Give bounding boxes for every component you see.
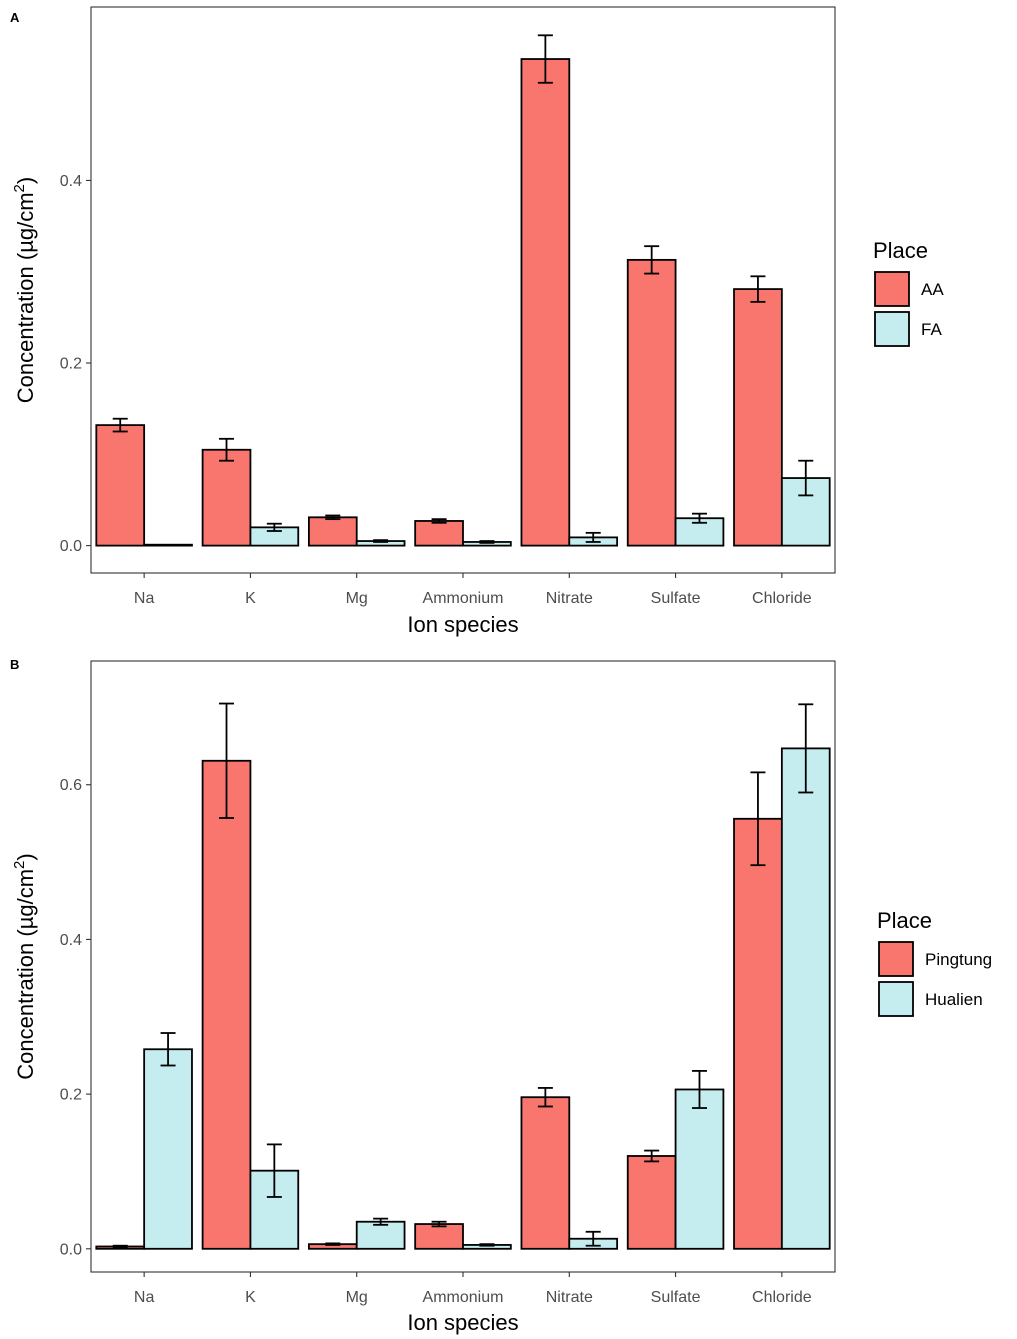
y-tick-label: 0.4	[60, 173, 82, 190]
legend-title: Place	[873, 238, 928, 263]
panel-a: A 0.0 0.2 0.4 Na K Mg Ammonium Nitrate Sulfate Chl…	[10, 6, 944, 637]
bar-pingtung	[520, 1096, 571, 1250]
x-tick-label: Nitrate	[546, 590, 593, 607]
bar-pingtung	[626, 1155, 677, 1250]
x-tick-label: Ammonium	[423, 1289, 504, 1306]
legend-key-aa	[874, 271, 910, 307]
y-tick-label: 0.0	[60, 538, 82, 555]
bar-pingtung	[414, 1223, 464, 1250]
bar-pingtung	[201, 759, 252, 1250]
legend: Place AA FA	[873, 238, 944, 347]
y-tick-label: 0.2	[60, 1087, 82, 1104]
legend-label: Pingtung	[925, 950, 992, 969]
bar-hualien	[674, 1088, 725, 1250]
legend-label: Hualien	[925, 990, 983, 1009]
bar-fa	[143, 543, 193, 547]
x-tick-label: K	[245, 1289, 256, 1306]
x-tick-label: Mg	[346, 590, 368, 607]
panel-b: B 0.0 0.2 0.4 0.6 Na K Mg Ammonium Nitrate Sulfate…	[10, 657, 992, 1335]
bar-aa	[733, 288, 783, 547]
panel-letter: B	[10, 657, 19, 672]
x-tick-label: Ammonium	[423, 590, 504, 607]
legend-key-pingtung	[878, 941, 914, 977]
x-axis-title: Ion species	[407, 1310, 518, 1335]
x-tick-label: Chloride	[752, 1289, 812, 1306]
legend-label: AA	[921, 280, 944, 299]
bar-hualien	[780, 747, 831, 1250]
x-tick-label: Nitrate	[546, 1289, 593, 1306]
x-tick-label: Chloride	[752, 590, 812, 607]
y-tick-label: 0.6	[60, 777, 82, 794]
bar-aa	[414, 520, 464, 547]
x-tick-label: Sulfate	[651, 1289, 701, 1306]
bar-hualien	[143, 1048, 193, 1250]
x-tick-label: Sulfate	[651, 590, 701, 607]
bar-aa	[201, 448, 252, 547]
bar-aa	[520, 58, 571, 547]
panel-letter: A	[10, 10, 20, 25]
bar-pingtung	[733, 817, 783, 1250]
y-tick-label: 0.0	[60, 1241, 82, 1258]
bar-hualien	[355, 1220, 406, 1250]
legend-title: Place	[877, 908, 932, 933]
bar-aa	[626, 258, 677, 547]
x-tick-label: Na	[134, 590, 155, 607]
legend-key-fa	[874, 311, 910, 347]
y-axis-title: Concentration (µg/cm2)	[11, 177, 38, 403]
x-tick-label: Na	[134, 1289, 155, 1306]
legend-label: FA	[921, 320, 942, 339]
bar-aa	[95, 424, 146, 547]
y-tick-label: 0.4	[60, 932, 82, 949]
x-axis-title: Ion species	[407, 612, 518, 637]
x-tick-label: Mg	[346, 1289, 368, 1306]
legend: Place Pingtung Hualien	[877, 908, 992, 1017]
y-tick-label: 0.2	[60, 356, 82, 373]
y-axis-title: Concentration (µg/cm2)	[11, 853, 38, 1079]
bar-aa	[307, 516, 358, 547]
x-tick-label: K	[245, 590, 256, 607]
legend-key-hualien	[878, 981, 914, 1017]
